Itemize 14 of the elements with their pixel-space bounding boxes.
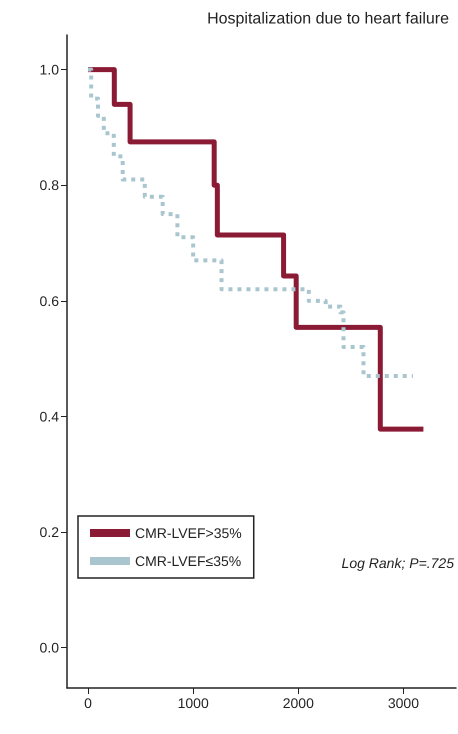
y-tick-label: 0.4 <box>40 408 60 424</box>
x-tick-label: 3000 <box>388 695 420 711</box>
legend-label: CMR-LVEF>35% <box>135 525 242 541</box>
legend-label: CMR-LVEF≤35% <box>135 553 242 569</box>
annotation: Log Rank; P=.725 <box>342 555 454 571</box>
y-tick-label: 0.2 <box>40 524 60 540</box>
y-tick-label: 0.8 <box>40 177 60 194</box>
y-tick-label: 0.0 <box>40 640 60 656</box>
x-tick-label: 0 <box>84 695 92 711</box>
chart-title: Hospitalization due to heart failure <box>207 10 450 28</box>
x-tick-label: 2000 <box>282 695 314 711</box>
y-tick-label: 1.0 <box>40 62 60 78</box>
y-tick-label: 0.6 <box>40 292 60 309</box>
x-tick-label: 1000 <box>178 695 209 711</box>
